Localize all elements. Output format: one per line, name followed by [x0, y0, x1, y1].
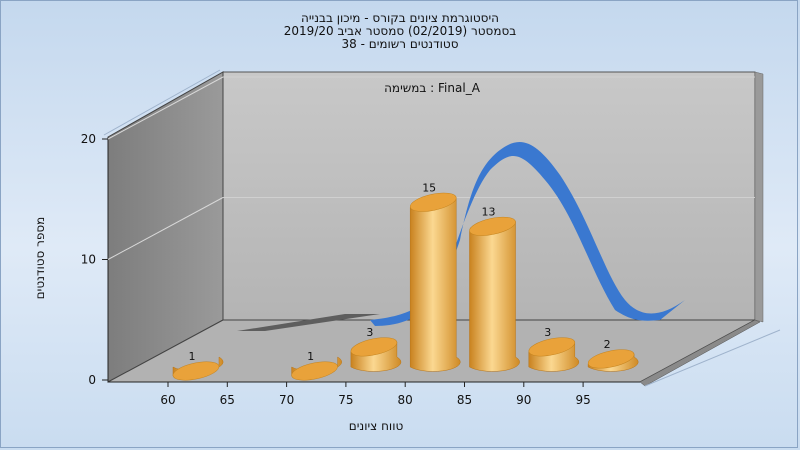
bar	[587, 349, 639, 372]
right-wall	[754, 71, 764, 323]
y-tick-label: 0	[88, 373, 96, 387]
floor-edge	[639, 319, 761, 387]
bar	[469, 216, 520, 372]
y-axis-label: מספר סטודנטים	[33, 217, 47, 300]
frame-sweep-left	[103, 69, 221, 136]
x-tick-label: 95	[575, 393, 590, 407]
x-axis-label: טווח ציונים	[349, 419, 404, 433]
bar-value-label: 1	[307, 350, 314, 363]
x-tick-label: 65	[220, 393, 235, 407]
bar	[409, 192, 461, 372]
y-axis-ticks: 0 10 20	[81, 132, 108, 387]
bar-value-label: 15	[422, 181, 436, 194]
x-axis-ticks: 60 65 70 75 80 85 90 95	[160, 382, 591, 407]
x-tick-label: 60	[160, 393, 175, 407]
frame-sweep-right	[644, 329, 781, 387]
chart-title-line-1: היסטוגרמת ציונים בקורס - מיכון בבנייה	[301, 11, 499, 25]
y-tick-label: 10	[81, 253, 96, 267]
bar	[291, 356, 342, 381]
x-tick-label: 75	[338, 393, 353, 407]
chart-title-line-3: סטודנטים רשומים - 38	[341, 37, 459, 51]
bar	[350, 337, 402, 372]
chart-title-line-2: בסמסטר (02/2019) סמסטר אביב 2019/20	[283, 24, 517, 38]
grid-line	[107, 76, 224, 140]
curve-flat-segment	[237, 314, 380, 331]
x-tick-label: 70	[279, 393, 294, 407]
distribution-curve	[370, 142, 685, 326]
bar-value-label: 3	[366, 326, 373, 339]
y-tick-label: 20	[81, 132, 96, 146]
bar-value-label: 13	[482, 205, 496, 218]
bar-value-label: 2	[604, 338, 611, 351]
x-tick-label: 85	[457, 393, 472, 407]
x-tick-label: 90	[516, 393, 531, 407]
bar-value-label: 3	[544, 326, 551, 339]
bar	[528, 337, 580, 372]
chart-subtitle: במשימה : Final_A	[384, 81, 481, 95]
bar-value-label: 1	[189, 350, 196, 363]
distribution-curve-layer	[237, 142, 685, 331]
grid-lines	[107, 76, 755, 260]
grid-line	[107, 197, 224, 260]
bar	[172, 356, 224, 381]
x-tick-label: 80	[398, 393, 413, 407]
